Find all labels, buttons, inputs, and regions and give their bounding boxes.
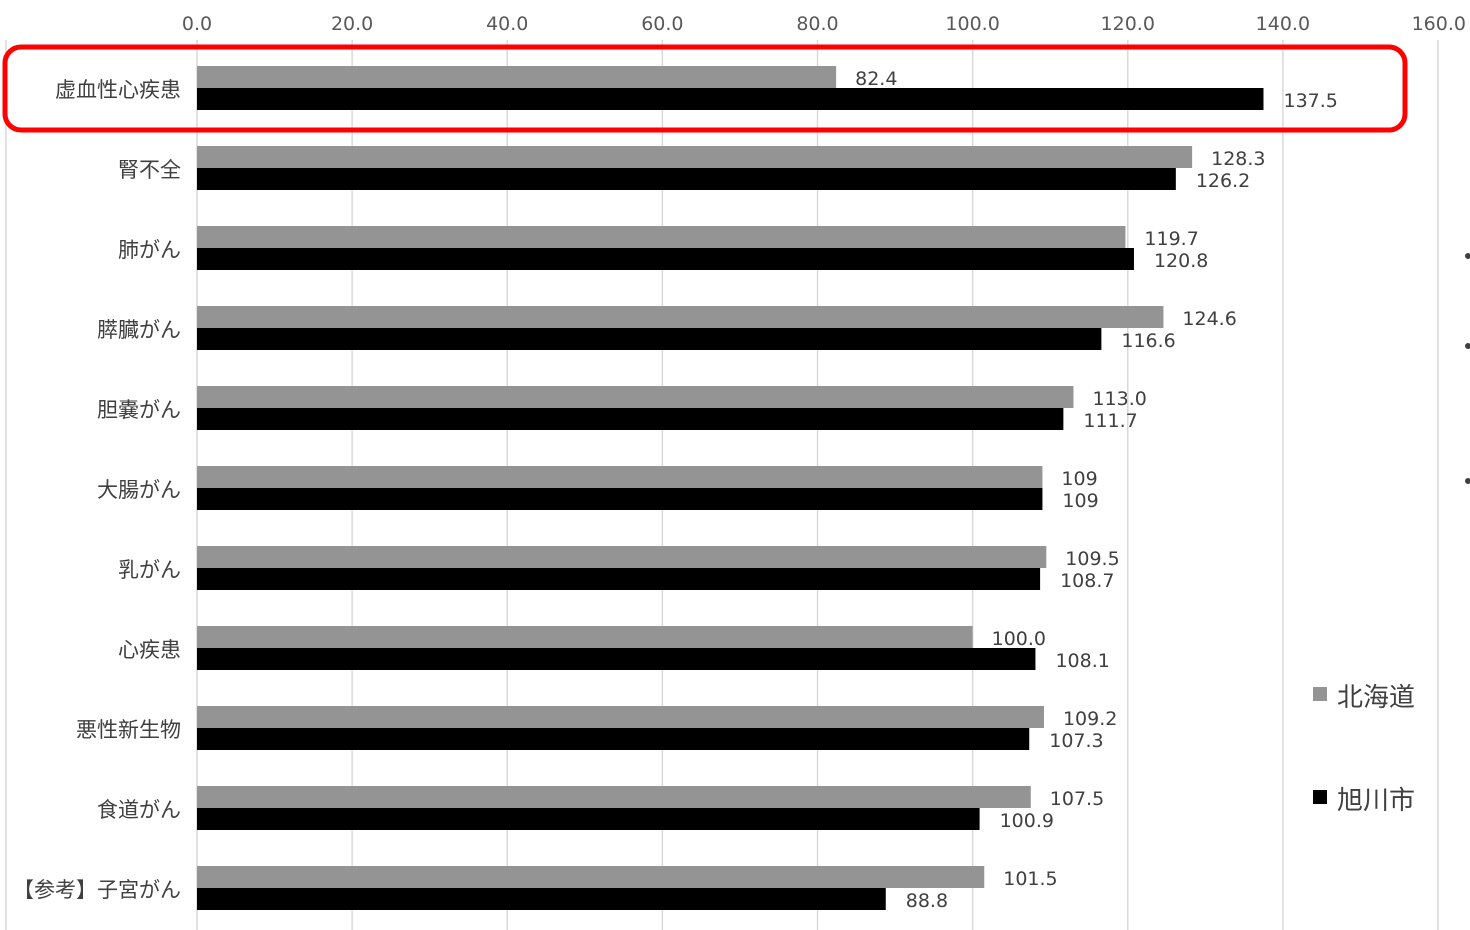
bar — [197, 786, 1031, 808]
data-label: 113.0 — [1092, 388, 1146, 410]
category-label: 虚血性心疾患 — [55, 78, 181, 102]
x-tick-label: 0.0 — [182, 13, 212, 35]
bar — [197, 168, 1176, 190]
data-label: 126.2 — [1196, 170, 1250, 192]
data-label: 120.8 — [1154, 250, 1208, 272]
data-label: 88.8 — [906, 890, 948, 912]
category-label: 乳がん — [118, 558, 181, 582]
bar — [197, 808, 980, 830]
bar — [197, 66, 837, 88]
legend-label-hokkaido: 北海道 — [1337, 683, 1415, 713]
data-label: 109 — [1062, 490, 1098, 512]
data-label: 116.6 — [1121, 330, 1175, 352]
legend-label-asahikawa: 旭川市 — [1337, 786, 1415, 816]
data-label: 109.2 — [1063, 708, 1117, 730]
data-label: 108.7 — [1060, 570, 1114, 592]
data-label: 128.3 — [1211, 148, 1265, 170]
data-label: 100.0 — [992, 628, 1046, 650]
data-label: 109.5 — [1065, 548, 1119, 570]
edge-markers — [1465, 253, 1470, 484]
category-label: 食道がん — [97, 798, 181, 822]
bar — [197, 546, 1047, 568]
data-label: 101.5 — [1003, 868, 1057, 890]
bar — [197, 866, 985, 888]
data-label: 137.5 — [1283, 90, 1337, 112]
x-tick-label: 40.0 — [486, 13, 528, 35]
highlight-box — [2, 44, 1408, 133]
bar — [197, 88, 1264, 110]
legend: 北海道 旭川市 — [1313, 683, 1415, 816]
x-axis-tick-labels: 0.0 20.0 40.0 60.0 80.0 100.0 120.0 140.0 160.0 — [182, 13, 1466, 35]
category-label: 胆嚢がん — [97, 398, 181, 422]
category-label: 大腸がん — [97, 478, 181, 502]
category-labels: 虚血性心疾患腎不全肺がん膵臓がん胆嚢がん大腸がん乳がん心疾患悪性新生物食道がん【… — [13, 78, 181, 902]
bar — [197, 306, 1164, 328]
x-tick-label: 60.0 — [641, 13, 683, 35]
data-label: 111.7 — [1083, 410, 1137, 432]
bar — [197, 248, 1134, 270]
category-label: 【参考】子宮がん — [13, 878, 181, 902]
bar — [197, 328, 1102, 350]
bar — [197, 488, 1043, 510]
category-label: 心疾患 — [118, 638, 181, 662]
bar — [197, 728, 1030, 750]
bar — [197, 626, 973, 648]
bar — [197, 648, 1036, 670]
x-tick-label: 140.0 — [1256, 13, 1310, 35]
data-label: 119.7 — [1144, 228, 1198, 250]
x-tick-label: 20.0 — [331, 13, 373, 35]
bars — [197, 66, 1264, 910]
legend-swatch-hokkaido — [1313, 687, 1327, 701]
bar — [197, 408, 1064, 430]
x-tick-label: 80.0 — [796, 13, 838, 35]
bar — [197, 226, 1126, 248]
bar — [197, 146, 1193, 168]
legend-swatch-asahikawa — [1313, 790, 1327, 804]
x-tick-label: 160.0 — [1412, 13, 1466, 35]
category-label: 肺がん — [118, 238, 181, 262]
category-label: 悪性新生物 — [76, 718, 181, 742]
data-label: 108.1 — [1055, 650, 1109, 672]
data-label: 100.9 — [1000, 810, 1054, 832]
data-label: 124.6 — [1182, 308, 1236, 330]
data-label: 82.4 — [855, 68, 897, 90]
data-label: 107.5 — [1050, 788, 1104, 810]
category-label: 膵臓がん — [97, 318, 181, 342]
bar — [197, 888, 886, 910]
bar — [197, 706, 1044, 728]
bar — [197, 386, 1074, 408]
category-label: 腎不全 — [118, 158, 181, 182]
bar — [197, 568, 1041, 590]
bar — [197, 466, 1043, 488]
x-tick-label: 120.0 — [1101, 13, 1155, 35]
data-label: 107.3 — [1049, 730, 1103, 752]
x-tick-label: 100.0 — [945, 13, 999, 35]
data-label: 109 — [1061, 468, 1097, 490]
